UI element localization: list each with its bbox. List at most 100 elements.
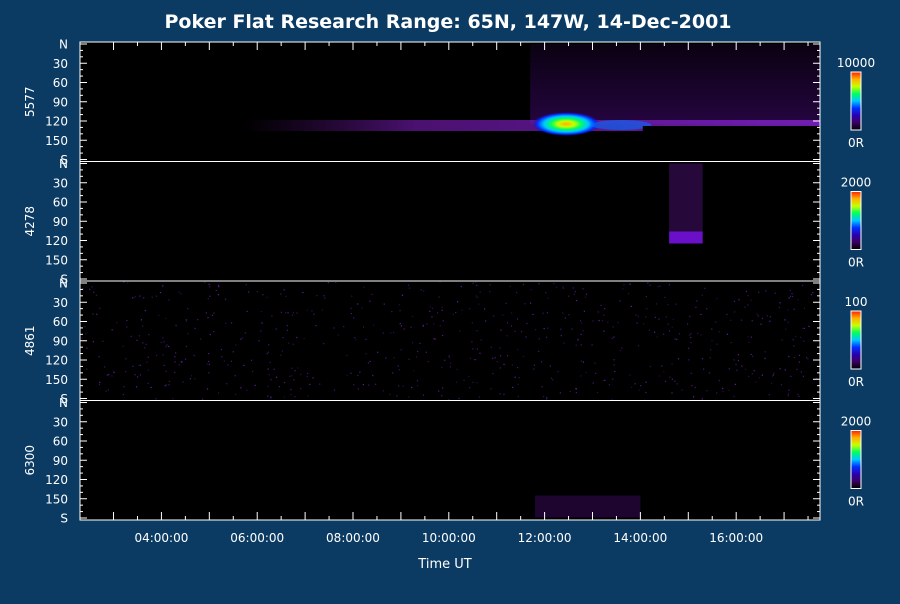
- noise-speck: [494, 357, 496, 359]
- noise-speck: [247, 291, 250, 293]
- noise-speck: [281, 350, 283, 352]
- noise-speck: [583, 310, 586, 312]
- noise-speck: [667, 323, 669, 325]
- noise-speck: [346, 354, 348, 357]
- y-tick-label: 150: [45, 492, 68, 506]
- noise-speck: [574, 290, 576, 293]
- y-tick-label: 90: [53, 334, 68, 348]
- noise-speck: [346, 374, 348, 376]
- noise-speck: [266, 352, 268, 355]
- noise-speck: [283, 396, 285, 398]
- noise-speck: [733, 395, 735, 398]
- noise-speck: [476, 382, 478, 384]
- noise-speck: [463, 379, 465, 381]
- noise-speck: [694, 386, 696, 389]
- noise-speck: [146, 361, 148, 363]
- noise-speck: [290, 388, 292, 391]
- y-tick-label: 60: [53, 196, 68, 210]
- noise-speck: [123, 386, 125, 388]
- noise-speck: [745, 290, 748, 292]
- noise-speck: [761, 374, 763, 376]
- noise-speck: [807, 358, 809, 360]
- noise-speck: [108, 373, 110, 376]
- noise-speck: [373, 324, 375, 326]
- noise-speck: [549, 365, 551, 367]
- noise-speck: [230, 360, 233, 362]
- noise-speck: [290, 394, 292, 396]
- noise-speck: [411, 315, 414, 318]
- noise-speck: [506, 322, 509, 324]
- noise-speck: [113, 370, 115, 372]
- noise-speck: [690, 372, 692, 374]
- noise-speck: [534, 329, 537, 331]
- noise-speck: [781, 339, 783, 341]
- noise-speck: [656, 336, 658, 338]
- noise-speck: [260, 330, 262, 332]
- noise-speck: [634, 383, 636, 385]
- noise-speck: [472, 381, 474, 383]
- noise-speck: [456, 301, 459, 303]
- noise-speck: [181, 361, 183, 363]
- noise-speck: [293, 379, 295, 381]
- noise-speck: [726, 333, 729, 335]
- noise-speck: [132, 365, 134, 367]
- noise-speck: [653, 331, 656, 333]
- noise-speck: [475, 281, 477, 283]
- noise-speck: [647, 282, 649, 284]
- noise-speck: [580, 375, 582, 377]
- panels: N 30 60 90 120 150 S 5577 10000 0R N 30 60 90 120 150 S 4…: [23, 38, 875, 526]
- noise-speck: [271, 315, 273, 317]
- noise-speck: [737, 360, 739, 362]
- noise-speck: [220, 348, 223, 351]
- noise-speck: [479, 352, 481, 354]
- noise-speck: [357, 374, 359, 377]
- noise-speck: [538, 338, 540, 340]
- noise-speck: [422, 325, 424, 327]
- y-tick-label: N: [59, 38, 68, 52]
- noise-speck: [546, 396, 548, 399]
- noise-speck: [489, 291, 491, 293]
- noise-speck: [706, 308, 708, 310]
- noise-speck: [490, 346, 492, 348]
- y-tick-label: S: [60, 273, 68, 287]
- noise-speck: [577, 339, 579, 341]
- noise-speck: [327, 282, 329, 284]
- x-tick-label: 16:00:00: [709, 531, 763, 545]
- noise-speck: [512, 386, 514, 389]
- noise-speck: [92, 341, 94, 343]
- noise-speck: [96, 313, 98, 315]
- noise-speck: [390, 332, 392, 334]
- noise-speck: [461, 309, 463, 311]
- noise-speck: [800, 371, 802, 373]
- noise-speck: [417, 350, 419, 353]
- noise-speck: [546, 327, 549, 329]
- noise-speck: [354, 337, 356, 339]
- y-tick-label: 90: [53, 215, 68, 229]
- noise-speck: [162, 337, 164, 339]
- noise-speck: [217, 284, 220, 287]
- noise-speck: [194, 327, 196, 330]
- noise-speck: [144, 310, 146, 312]
- noise-speck: [802, 284, 804, 287]
- noise-speck: [400, 325, 402, 327]
- noise-speck: [240, 338, 242, 340]
- noise-speck: [270, 379, 272, 381]
- noise-speck: [476, 348, 479, 350]
- noise-speck: [645, 295, 648, 298]
- noise-speck: [172, 397, 174, 400]
- noise-speck: [514, 376, 516, 378]
- noise-speck: [300, 373, 302, 376]
- noise-speck: [758, 377, 761, 379]
- noise-speck: [408, 358, 410, 360]
- noise-speck: [802, 327, 804, 329]
- noise-speck: [795, 335, 797, 337]
- noise-speck: [805, 357, 808, 359]
- noise-speck: [180, 293, 182, 295]
- noise-speck: [144, 347, 146, 349]
- noise-speck: [375, 383, 377, 385]
- noise-speck: [321, 309, 324, 311]
- noise-speck: [399, 310, 401, 312]
- x-tick-label: 06:00:00: [230, 531, 284, 545]
- noise-speck: [291, 375, 293, 377]
- noise-speck: [187, 308, 189, 310]
